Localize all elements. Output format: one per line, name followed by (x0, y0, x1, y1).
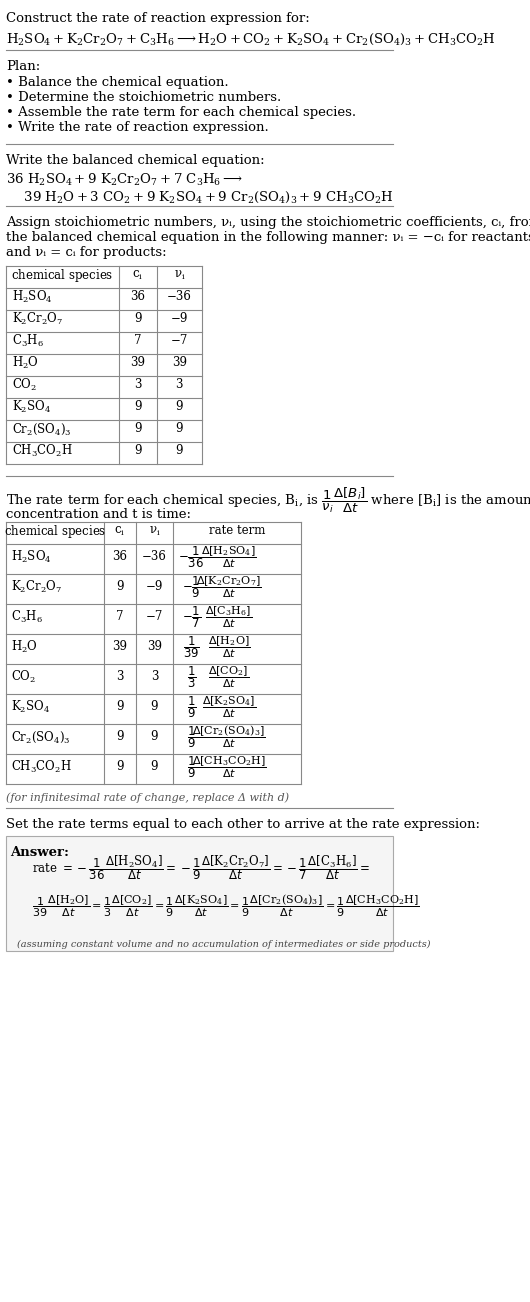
Text: Answer:: Answer: (11, 846, 69, 859)
Text: −9: −9 (146, 581, 163, 594)
Text: $\dfrac{\Delta[\mathregular{CH_3CO_2H}]}{\Delta t}$: $\dfrac{\Delta[\mathregular{CH_3CO_2H}]}… (192, 754, 267, 780)
Text: (for infinitesimal rate of change, replace Δ with d): (for infinitesimal rate of change, repla… (6, 792, 289, 802)
Text: $\mathregular{c_i}$: $\mathregular{c_i}$ (114, 525, 126, 538)
Text: $\dfrac{\Delta[\mathregular{Cr_2(SO_4)_3}]}{\Delta t}$: $\dfrac{\Delta[\mathregular{Cr_2(SO_4)_3… (192, 724, 266, 750)
Text: $\mathregular{K_2SO_4}$: $\mathregular{K_2SO_4}$ (12, 398, 51, 415)
Text: $\mathregular{H_2SO_4}$: $\mathregular{H_2SO_4}$ (12, 289, 52, 305)
Text: $\mathregular{CO_2}$: $\mathregular{CO_2}$ (12, 378, 37, 393)
Text: 3: 3 (175, 379, 183, 392)
Text: 9: 9 (175, 444, 183, 457)
Text: −9: −9 (171, 312, 188, 326)
Text: 39: 39 (130, 357, 145, 370)
Text: • Balance the chemical equation.: • Balance the chemical equation. (6, 76, 228, 89)
Text: • Write the rate of reaction expression.: • Write the rate of reaction expression. (6, 121, 269, 134)
Text: 3: 3 (151, 671, 158, 684)
Text: $\mathregular{C_3H_6}$: $\mathregular{C_3H_6}$ (12, 333, 44, 349)
Text: $\mathregular{36\ H_2SO_4 + 9\ K_2Cr_2O_7 + 7\ C_3H_6 \longrightarrow}$: $\mathregular{36\ H_2SO_4 + 9\ K_2Cr_2O_… (6, 172, 243, 187)
Text: $\dfrac{1}{39}$: $\dfrac{1}{39}$ (183, 634, 200, 660)
Text: $\dfrac{\Delta[\mathregular{K_2Cr_2O_7}]}{\Delta t}$: $\dfrac{\Delta[\mathregular{K_2Cr_2O_7}]… (196, 574, 262, 600)
Text: $\dfrac{1}{3}$: $\dfrac{1}{3}$ (187, 664, 196, 690)
Text: $\mathregular{chemical\ species}$: $\mathregular{chemical\ species}$ (11, 267, 114, 284)
Text: $-\dfrac{1}{7}$: $-\dfrac{1}{7}$ (182, 604, 201, 630)
Text: the balanced chemical equation in the following manner: νᵢ = −cᵢ for reactants: the balanced chemical equation in the fo… (6, 230, 530, 243)
Text: Assign stoichiometric numbers, νᵢ, using the stoichiometric coefficients, cᵢ, fr: Assign stoichiometric numbers, νᵢ, using… (6, 216, 530, 229)
Text: 7: 7 (134, 335, 142, 348)
Text: $\mathregular{Cr_2(SO_4)_3}$: $\mathregular{Cr_2(SO_4)_3}$ (12, 422, 72, 436)
Text: 9: 9 (151, 730, 158, 743)
Text: 36: 36 (112, 551, 127, 564)
Text: −7: −7 (146, 611, 163, 624)
Text: rate term: rate term (209, 525, 266, 538)
Text: $\mathregular{\ \ 39\ H_2O + 3\ CO_2 + 9\ K_2SO_4 + 9\ Cr_2(SO_4)_3 + 9\ CH_3CO_: $\mathregular{\ \ 39\ H_2O + 3\ CO_2 + 9… (15, 190, 394, 206)
Text: 9: 9 (116, 700, 123, 713)
Text: rate $= -\dfrac{1}{36}\dfrac{\Delta[\mathregular{H_2SO_4}]}{\Delta t}= -\dfrac{1: rate $= -\dfrac{1}{36}\dfrac{\Delta[\mat… (32, 854, 370, 883)
Text: • Assemble the rate term for each chemical species.: • Assemble the rate term for each chemic… (6, 105, 356, 118)
Text: 9: 9 (116, 760, 123, 773)
Text: $\dfrac{1}{9}$: $\dfrac{1}{9}$ (187, 754, 196, 780)
Text: $\mathregular{Cr_2(SO_4)_3}$: $\mathregular{Cr_2(SO_4)_3}$ (11, 729, 70, 745)
Text: −36: −36 (142, 551, 167, 564)
Text: The rate term for each chemical species, $\mathregular{B_i}$, is $\dfrac{1}{\nu_: The rate term for each chemical species,… (6, 486, 530, 516)
Text: 9: 9 (175, 401, 183, 414)
Text: $\dfrac{\Delta[\mathregular{K_2SO_4}]}{\Delta t}$: $\dfrac{\Delta[\mathregular{K_2SO_4}]}{\… (202, 694, 256, 720)
Text: $\mathregular{K_2Cr_2O_7}$: $\mathregular{K_2Cr_2O_7}$ (12, 311, 63, 327)
Text: 36: 36 (130, 290, 145, 303)
Text: $\dfrac{1}{39}\dfrac{\Delta[\mathregular{H_2O}]}{\Delta t}= \dfrac{1}{3}\dfrac{\: $\dfrac{1}{39}\dfrac{\Delta[\mathregular… (32, 893, 420, 919)
Text: 9: 9 (116, 581, 123, 594)
Text: $\mathregular{c_i}$: $\mathregular{c_i}$ (132, 268, 144, 281)
Text: 3: 3 (116, 671, 123, 684)
Text: and νᵢ = cᵢ for products:: and νᵢ = cᵢ for products: (6, 246, 166, 259)
Text: $\mathregular{C_3H_6}$: $\mathregular{C_3H_6}$ (11, 609, 42, 625)
Text: $\mathregular{H_2SO_4 + K_2Cr_2O_7 + C_3H_6 \longrightarrow H_2O + CO_2 + K_2SO_: $\mathregular{H_2SO_4 + K_2Cr_2O_7 + C_3… (6, 33, 496, 47)
Text: $\mathregular{CH_3CO_2H}$: $\mathregular{CH_3CO_2H}$ (12, 443, 73, 460)
Text: Construct the rate of reaction expression for:: Construct the rate of reaction expressio… (6, 12, 310, 25)
Text: $\mathregular{\nu_i}$: $\mathregular{\nu_i}$ (148, 525, 161, 538)
Text: $\dfrac{1}{9}$: $\dfrac{1}{9}$ (187, 724, 196, 750)
Text: 39: 39 (112, 641, 127, 654)
Text: $-\dfrac{1}{9}$: $-\dfrac{1}{9}$ (182, 574, 201, 600)
Text: 9: 9 (175, 423, 183, 435)
Text: $\dfrac{\Delta[\mathregular{H_2O}]}{\Delta t}$: $\dfrac{\Delta[\mathregular{H_2O}]}{\Del… (208, 634, 250, 660)
Text: 9: 9 (134, 401, 142, 414)
Text: $\mathregular{K_2Cr_2O_7}$: $\mathregular{K_2Cr_2O_7}$ (11, 579, 62, 595)
Text: −7: −7 (171, 335, 188, 348)
Text: $-\dfrac{1}{36}$: $-\dfrac{1}{36}$ (178, 544, 205, 570)
Text: 39: 39 (172, 357, 187, 370)
Text: concentration and t is time:: concentration and t is time: (6, 508, 191, 521)
Text: $\mathregular{H_2O}$: $\mathregular{H_2O}$ (11, 639, 38, 655)
Text: 9: 9 (116, 730, 123, 743)
Text: $\dfrac{\Delta[\mathregular{H_2SO_4}]}{\Delta t}$: $\dfrac{\Delta[\mathregular{H_2SO_4}]}{\… (201, 544, 257, 570)
Text: $\dfrac{\Delta[\mathregular{CO_2}]}{\Delta t}$: $\dfrac{\Delta[\mathregular{CO_2}]}{\Del… (208, 664, 250, 690)
Text: $\mathregular{\nu_i}$: $\mathregular{\nu_i}$ (173, 268, 185, 281)
Text: 9: 9 (134, 444, 142, 457)
Text: $\mathregular{H_2O}$: $\mathregular{H_2O}$ (12, 355, 39, 371)
Text: • Determine the stoichiometric numbers.: • Determine the stoichiometric numbers. (6, 91, 281, 104)
Text: $\mathregular{H_2SO_4}$: $\mathregular{H_2SO_4}$ (11, 549, 51, 565)
Text: 9: 9 (151, 700, 158, 713)
Text: $\mathregular{CO_2}$: $\mathregular{CO_2}$ (11, 669, 36, 685)
Text: $\dfrac{\Delta[\mathregular{C_3H_6}]}{\Delta t}$: $\dfrac{\Delta[\mathregular{C_3H_6}]}{\D… (206, 604, 253, 630)
Text: Set the rate terms equal to each other to arrive at the rate expression:: Set the rate terms equal to each other t… (6, 818, 480, 831)
Text: $\dfrac{1}{9}$: $\dfrac{1}{9}$ (187, 694, 196, 720)
Text: 39: 39 (147, 641, 162, 654)
Text: 3: 3 (134, 379, 142, 392)
Text: (assuming constant volume and no accumulation of intermediates or side products): (assuming constant volume and no accumul… (17, 940, 431, 949)
Text: Write the balanced chemical equation:: Write the balanced chemical equation: (6, 154, 264, 167)
Text: $\mathregular{K_2SO_4}$: $\mathregular{K_2SO_4}$ (11, 699, 50, 715)
Text: 9: 9 (151, 760, 158, 773)
Text: 9: 9 (134, 423, 142, 435)
Bar (6, 836, 393, 950)
Text: 9: 9 (134, 312, 142, 326)
Text: −36: −36 (167, 290, 192, 303)
Text: $\mathregular{chemical\ species}$: $\mathregular{chemical\ species}$ (4, 522, 106, 539)
Text: Plan:: Plan: (6, 60, 40, 73)
Text: $\mathregular{CH_3CO_2H}$: $\mathregular{CH_3CO_2H}$ (11, 759, 72, 775)
Text: 7: 7 (116, 611, 123, 624)
